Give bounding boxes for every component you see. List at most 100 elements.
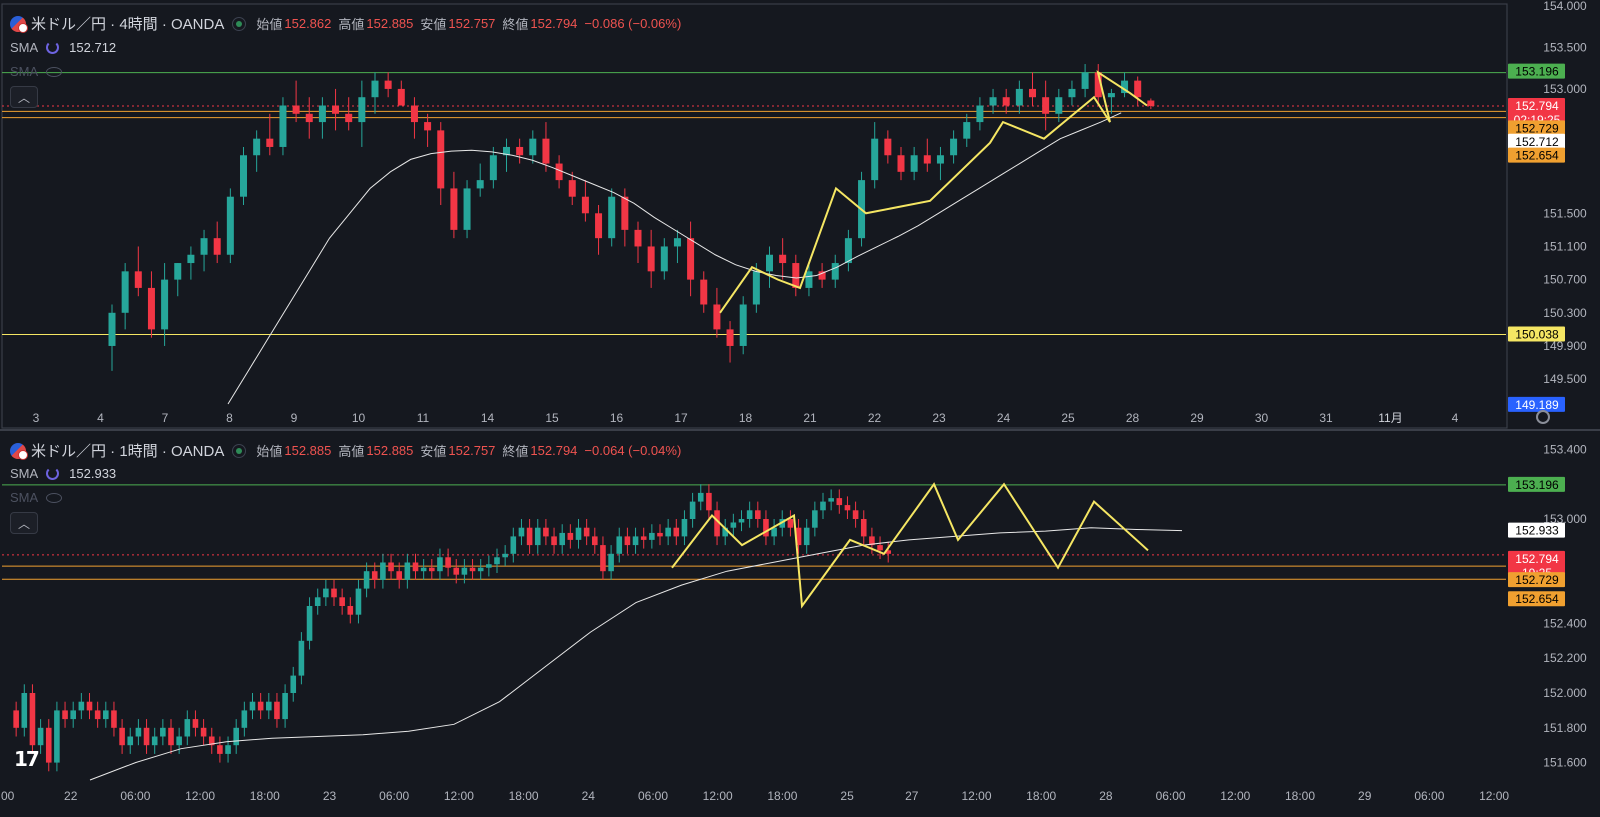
candle-body	[608, 553, 614, 572]
change-value: −0.064 (−0.04%)	[584, 443, 682, 458]
candle-body	[555, 163, 563, 181]
candle-body	[989, 97, 997, 106]
y-tick-label: 151.500	[1543, 206, 1587, 220]
x-tick-label: 15	[545, 411, 559, 425]
price-axis-label	[1508, 591, 1565, 607]
candle-body	[844, 238, 852, 264]
candle-body	[363, 571, 370, 589]
candle-body	[213, 238, 221, 255]
candle-body	[852, 510, 859, 519]
candle-body	[86, 701, 93, 711]
candle-body	[600, 545, 606, 572]
candle-body	[575, 527, 582, 540]
top-sma2-legend[interactable]: SMA	[10, 64, 63, 79]
x-tick-label: 18:00	[1285, 789, 1315, 803]
candle-body	[529, 138, 537, 156]
candle-body	[714, 510, 720, 537]
candle-body	[168, 727, 174, 746]
candle-body	[884, 138, 892, 156]
top-symbol[interactable]: 米ドル／円 · 4時間 · OANDA	[31, 16, 225, 33]
candle-body	[424, 122, 432, 131]
candle-body	[673, 527, 680, 537]
candle-body	[1055, 97, 1063, 114]
candle-body	[486, 564, 492, 568]
zigzag-line	[719, 70, 1148, 314]
price-axis-label-text: 152.794	[1515, 552, 1559, 566]
candle-body	[306, 606, 313, 641]
low-label: 安値	[420, 17, 447, 32]
candle-body	[1015, 88, 1023, 106]
candle-body	[722, 527, 728, 537]
bottom-symbol[interactable]: 米ドル／円 · 1時間 · OANDA	[31, 443, 225, 460]
candle-body	[713, 304, 721, 330]
candle-body	[266, 701, 272, 711]
candle-body	[963, 122, 971, 139]
candle-body	[240, 155, 247, 197]
candle-body	[738, 519, 745, 523]
candle-body	[869, 536, 875, 546]
price-axis-label	[1508, 120, 1565, 136]
candle-body	[516, 146, 524, 156]
bottom-sma2-legend[interactable]: SMA	[10, 490, 63, 505]
collapse-legend-button[interactable]: ︿	[10, 86, 38, 108]
candle-body	[135, 727, 142, 737]
candle-body	[608, 196, 616, 239]
candle-body	[94, 710, 101, 720]
candle-body	[640, 536, 647, 540]
low-label: 安値	[420, 444, 447, 459]
candle-body	[253, 138, 261, 156]
candle-body	[339, 597, 345, 606]
eye-hidden-icon[interactable]	[46, 66, 63, 77]
x-tick-label: 23	[323, 789, 337, 803]
sma-loading-icon	[46, 41, 60, 54]
candle-body	[1107, 93, 1115, 98]
candle-body	[657, 532, 663, 537]
candle-body	[78, 701, 85, 711]
candle-body	[950, 138, 958, 156]
candle-body	[450, 188, 458, 230]
candle-body	[445, 557, 451, 568]
candle-body	[347, 606, 354, 615]
collapse-legend-button[interactable]: ︿	[10, 512, 38, 534]
y-tick-label: 152.000	[1543, 686, 1587, 700]
candle-body	[108, 312, 116, 346]
top-sma-legend[interactable]: SMA 152.712	[10, 40, 116, 55]
close-value: 152.794	[530, 16, 578, 31]
x-tick-label: 12:00	[444, 789, 474, 803]
candle-body	[187, 254, 195, 264]
candle-body	[298, 640, 305, 676]
eye-hidden-icon[interactable]	[46, 492, 63, 503]
x-tick-label: 3	[33, 411, 40, 425]
candle-body	[355, 588, 362, 615]
bottom-sma-legend[interactable]: SMA 152.933	[10, 466, 116, 481]
candle-body	[818, 271, 826, 280]
candle-body	[687, 238, 695, 280]
zigzag-line	[671, 482, 1149, 609]
candle-body	[647, 246, 655, 272]
x-tick-label: :00	[0, 789, 15, 803]
candle-body	[706, 492, 712, 511]
candle-body	[292, 105, 300, 114]
candle-body	[792, 263, 800, 288]
x-tick-label: 29	[1358, 789, 1372, 803]
candle-body	[763, 519, 769, 537]
x-tick-label: 18	[739, 411, 753, 425]
candle-body	[936, 155, 944, 164]
sma-line	[89, 527, 1183, 781]
settings-gear-icon[interactable]	[1536, 410, 1550, 424]
candle-body	[673, 238, 681, 247]
price-axis-label-text: 153.196	[1515, 65, 1559, 79]
candle-body	[583, 527, 590, 537]
x-tick-label: 24	[582, 789, 596, 803]
candle-body	[225, 745, 231, 754]
low-value: 152.757	[448, 16, 496, 31]
candle-body	[305, 113, 313, 123]
candle-body	[910, 155, 918, 172]
change-value: −0.086 (−0.06%)	[584, 16, 682, 31]
y-tick-label: 150.700	[1543, 273, 1587, 287]
candle-body	[127, 736, 134, 746]
x-tick-label: 28	[1099, 789, 1113, 803]
x-tick-label: 18:00	[509, 789, 539, 803]
candle-body	[877, 545, 883, 551]
